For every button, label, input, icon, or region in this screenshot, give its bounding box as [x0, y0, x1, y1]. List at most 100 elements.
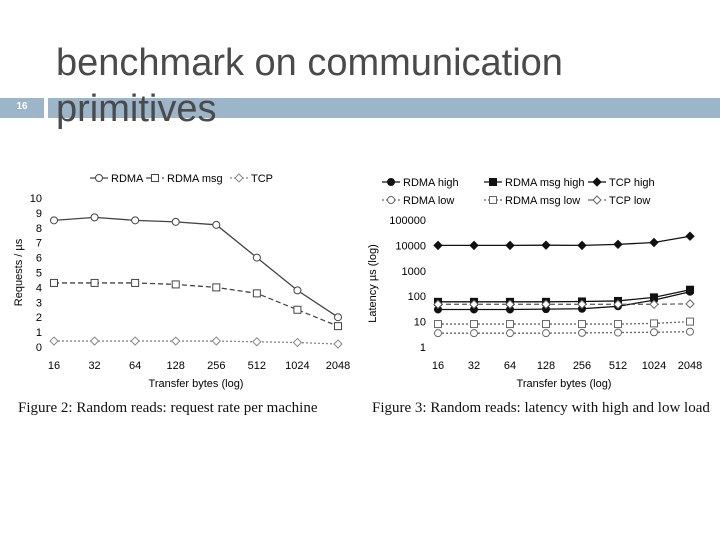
data-point — [293, 286, 302, 295]
figure-3-caption: Figure 3: Random reads: latency with hig… — [372, 400, 710, 416]
y-tick-label: 1 — [36, 327, 42, 339]
data-point — [433, 240, 443, 251]
y-tick-label: 6 — [36, 253, 42, 265]
x-axis-label: Transfer bytes (log) — [149, 378, 244, 390]
data-point — [171, 280, 180, 289]
data-point — [131, 216, 140, 225]
data-point — [470, 320, 478, 329]
data-point — [541, 299, 551, 310]
series-line — [438, 289, 691, 303]
y-tick-label: 4 — [36, 282, 42, 294]
x-tick-label: 64 — [129, 360, 141, 372]
data-point — [470, 329, 478, 338]
data-point — [506, 329, 514, 338]
data-point — [130, 336, 140, 346]
data-point — [577, 299, 587, 310]
y-tick-label: 10 — [30, 193, 42, 205]
legend-marker — [489, 196, 497, 204]
legend-label: TCP low — [609, 195, 650, 207]
x-tick-label: 1024 — [642, 360, 666, 372]
x-tick-label: 128 — [167, 360, 185, 372]
x-tick-label: 32 — [468, 360, 480, 372]
data-point — [131, 278, 140, 287]
data-point — [613, 299, 623, 310]
data-point — [333, 339, 343, 349]
data-point — [686, 327, 694, 336]
legend-marker — [592, 177, 602, 187]
x-tick-label: 2048 — [678, 360, 702, 372]
series-line — [438, 235, 691, 247]
legend-label: RDMA msg — [167, 173, 223, 185]
slide-number-box — [0, 98, 44, 118]
data-point — [171, 336, 181, 346]
data-point — [171, 217, 180, 226]
legend-marker — [151, 174, 159, 182]
y-tick-label: 100 — [408, 291, 426, 303]
y-tick-label: 1000 — [402, 266, 426, 278]
series-line — [438, 331, 691, 334]
data-point — [252, 289, 261, 298]
data-point — [212, 283, 221, 292]
figure-2-caption: Figure 2: Random reads: request rate per… — [18, 400, 318, 416]
data-point — [334, 322, 342, 331]
x-tick-label: 64 — [504, 360, 516, 372]
legend-marker — [387, 196, 395, 204]
legend-label: TCP high — [609, 177, 655, 189]
x-tick-label: 1024 — [285, 360, 309, 372]
data-point — [578, 320, 586, 329]
x-tick-label: 32 — [88, 360, 100, 372]
y-axis-label: Latency µs (log) — [367, 244, 379, 322]
chart-latency: 1 10 100 1000 10000 100000 16 32 64 128 256 512 1024… — [367, 177, 702, 390]
series-line — [54, 340, 339, 345]
data-point — [650, 319, 658, 328]
y-tick-label: 3 — [36, 297, 42, 309]
data-point — [541, 240, 551, 250]
series-line — [438, 320, 691, 325]
slide-number: 16 — [16, 101, 28, 112]
x-tick-label: 512 — [609, 360, 627, 372]
data-point — [614, 320, 622, 329]
legend-label: RDMA low — [403, 195, 454, 207]
data-point — [686, 285, 694, 294]
slide-title-line-2: primitives — [56, 88, 217, 130]
y-tick-label: 7 — [36, 238, 42, 250]
data-point — [90, 278, 99, 287]
slide-title-line-1: benchmark on communication — [56, 42, 563, 84]
data-point — [469, 240, 479, 251]
series-line — [53, 216, 339, 318]
y-tick-label: 8 — [36, 223, 42, 235]
legend-label: RDMA high — [403, 177, 459, 189]
data-point — [293, 305, 302, 314]
y-tick-label: 5 — [36, 268, 42, 280]
y-tick-label: 10 — [414, 317, 426, 329]
y-tick-label: 10000 — [395, 240, 426, 252]
data-point — [577, 240, 587, 251]
data-point — [211, 336, 221, 346]
series-line — [438, 291, 691, 311]
legend-label: RDMA — [111, 173, 144, 185]
data-point — [506, 320, 514, 329]
data-point — [686, 317, 694, 326]
y-tick-label: 1 — [420, 342, 426, 354]
data-point — [252, 253, 261, 262]
data-point — [434, 320, 442, 329]
x-tick-label: 256 — [207, 360, 225, 372]
data-point — [433, 299, 443, 310]
data-point — [685, 231, 695, 241]
data-point — [649, 299, 659, 310]
data-point — [650, 328, 658, 337]
legend-marker — [592, 195, 602, 205]
legend-label: TCP — [251, 173, 273, 185]
x-tick-label: 256 — [573, 360, 591, 372]
data-point — [252, 337, 262, 347]
data-point — [334, 313, 342, 322]
legend-label: RDMA msg high — [505, 177, 584, 189]
x-tick-label: 16 — [48, 360, 60, 372]
data-point — [469, 299, 479, 310]
data-point — [542, 320, 550, 329]
data-point — [89, 336, 100, 346]
y-tick-label: 2 — [36, 312, 42, 324]
data-point — [50, 278, 58, 287]
x-tick-label: 128 — [537, 360, 555, 372]
data-point — [49, 336, 59, 346]
